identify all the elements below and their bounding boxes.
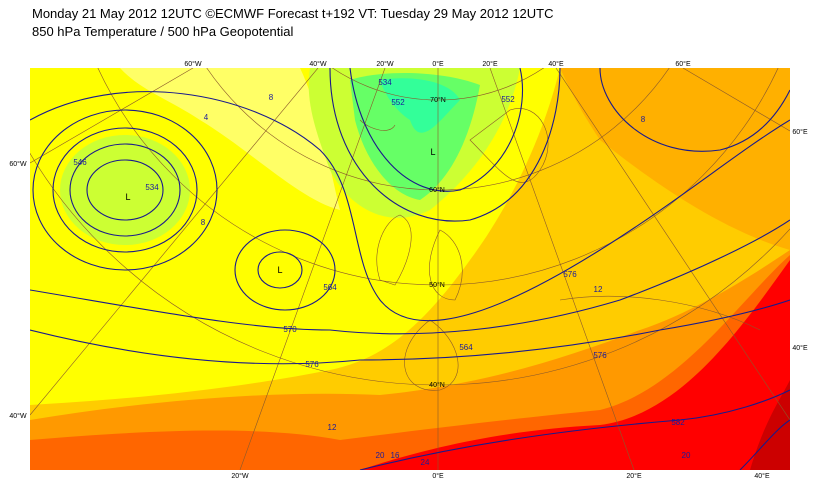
graticule-label: 0°E	[432, 472, 444, 480]
contour-label: 576	[563, 270, 577, 279]
contour-label: 564	[459, 343, 473, 352]
contour-label: 576	[305, 360, 319, 369]
contour-label: 534	[145, 183, 159, 192]
contour-label: 16	[391, 451, 400, 460]
title: Monday 21 May 2012 12UTC ©ECMWF Forecast…	[32, 6, 554, 21]
labels: 60°W 40°W 20°W 0°E 20°E 40°E 60°E 20°W 0°E 20°E 40…	[9, 60, 808, 480]
contours	[30, 68, 790, 470]
graticule-label: 0°E	[432, 60, 444, 68]
graticule-label: 40°E	[754, 472, 770, 480]
contour-label: 552	[391, 98, 405, 107]
contour-label: 546	[73, 158, 87, 167]
contour-label: 20	[376, 451, 385, 460]
graticule-label: 40°N	[429, 381, 445, 389]
contour-label: 8	[201, 218, 206, 227]
graticule-label: 20°E	[482, 60, 498, 68]
contour-label: 24	[421, 458, 430, 467]
graticule-label: 60°W	[184, 60, 202, 68]
contour-label: 12	[594, 285, 603, 294]
contour-label: 576	[593, 351, 607, 360]
contour-label: 552	[501, 95, 515, 104]
graticule-label: 70°N	[430, 96, 446, 104]
graticule-label: 40°W	[9, 412, 27, 420]
contour-label: 8	[641, 115, 646, 124]
contour-label: 8	[269, 93, 274, 102]
temperature-field	[30, 68, 790, 470]
low-marker: L	[277, 265, 282, 275]
low-marker: L	[430, 147, 435, 157]
subtitle: 850 hPa Temperature / 500 hPa Geopotenti…	[32, 24, 294, 39]
low-marker: L	[125, 192, 130, 202]
graticule-label: 60°W	[9, 160, 27, 168]
graticule-label: 60°E	[792, 128, 808, 136]
graticule-label: 20°E	[626, 472, 642, 480]
contour-label: 570	[283, 325, 297, 334]
graticule-label: 60°E	[675, 60, 691, 68]
graticule-label: 40°W	[309, 60, 327, 68]
contour-label: 20	[682, 451, 691, 460]
graticule-label: 60°N	[429, 186, 445, 194]
contour-label: 534	[378, 78, 392, 87]
graticule-label: 20°W	[231, 472, 249, 480]
contour-label: 582	[671, 418, 685, 427]
contour-label: 12	[328, 423, 337, 432]
graticule-label: 50°N	[429, 281, 445, 289]
graticule-label: 40°E	[548, 60, 564, 68]
graticule-label: 40°E	[792, 344, 808, 352]
contour-label: 4	[204, 113, 209, 122]
contour-label: 564	[323, 283, 337, 292]
graticule-label: 20°W	[376, 60, 394, 68]
